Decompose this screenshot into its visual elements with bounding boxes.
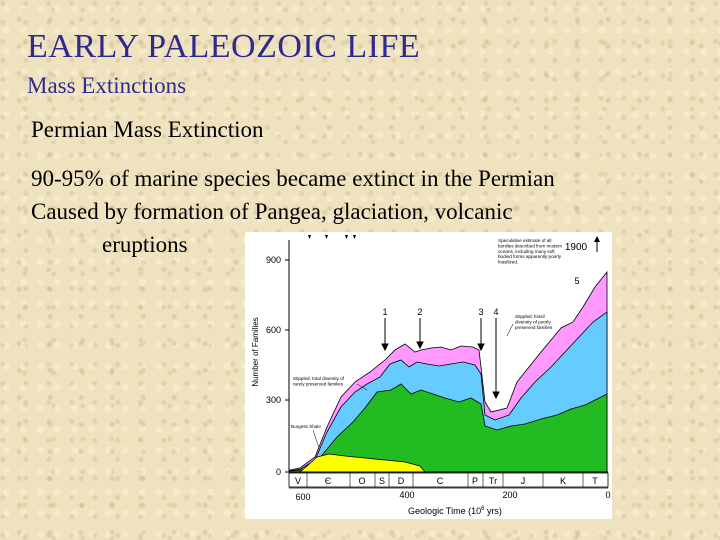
- period-label: S: [379, 476, 385, 486]
- xtick-label: 200: [502, 490, 517, 500]
- xtick-label: 400: [399, 490, 414, 500]
- marine-diversity-figure: 0 300 600 900 Number of Families V Є O S…: [245, 232, 612, 519]
- annotation-left: Stippled: total diversity of rarely pres…: [293, 376, 345, 386]
- period-label: P: [472, 476, 478, 486]
- annotation-pointer: [356, 383, 368, 391]
- period-dividers: [306, 473, 584, 487]
- ytick-label: 600: [266, 325, 281, 335]
- period-label: Tr: [489, 476, 497, 486]
- bullet-line-1: 90-95% of marine species became extinct …: [31, 166, 555, 191]
- extinction-label: 4: [493, 307, 498, 317]
- period-label: J: [521, 476, 526, 486]
- extinction-label: 3: [478, 307, 483, 317]
- period-strip: [288, 472, 609, 488]
- annotation-pointer: [506, 323, 514, 337]
- annotation-burgess: Burgess Shale: [291, 424, 321, 429]
- value-label: 1900: [565, 242, 588, 253]
- ytick-label: 300: [266, 395, 281, 405]
- period-label: Є: [325, 476, 332, 486]
- period-label: V: [295, 476, 301, 486]
- diversity-diagram: 0 300 600 900 Number of Families V Є O S…: [251, 235, 611, 516]
- y-axis-label: Number of Families: [251, 317, 260, 386]
- annotation-pointer: [312, 429, 320, 449]
- ytick-label: 0: [276, 467, 281, 477]
- xtick-label: 0: [605, 490, 610, 500]
- bullet-line-3: eruptions: [102, 232, 188, 257]
- bullet-line-2: Caused by formation of Pangea, glaciatio…: [31, 199, 513, 224]
- extinction-label: 5: [574, 276, 579, 286]
- extinction-label: 1: [382, 307, 387, 317]
- annotation-top: Speculative estimate of all families des…: [498, 238, 563, 265]
- period-label: T: [592, 476, 598, 486]
- ytick-label: 900: [266, 255, 281, 265]
- period-label: C: [437, 476, 444, 486]
- annotation-right: Stippled: fossil diversity of poorly pre…: [515, 314, 553, 330]
- top-marks: [308, 235, 356, 239]
- period-label: O: [358, 476, 365, 486]
- yellow-band: [298, 453, 426, 473]
- extinction-label: 2: [417, 307, 422, 317]
- xtick-label: 600: [295, 492, 310, 502]
- value-arrow-head: [594, 236, 600, 242]
- slide-title: EARLY PALEOZOIC LIFE: [27, 28, 421, 65]
- period-label: D: [398, 476, 405, 486]
- extinction-arrows: [381, 318, 500, 400]
- section-heading: Permian Mass Extinction: [31, 117, 264, 142]
- green-band: [289, 383, 608, 473]
- x-axis-label: Geologic Time (106 yrs): [408, 506, 502, 516]
- period-label: K: [560, 476, 566, 486]
- slide-subtitle: Mass Extinctions: [27, 73, 187, 98]
